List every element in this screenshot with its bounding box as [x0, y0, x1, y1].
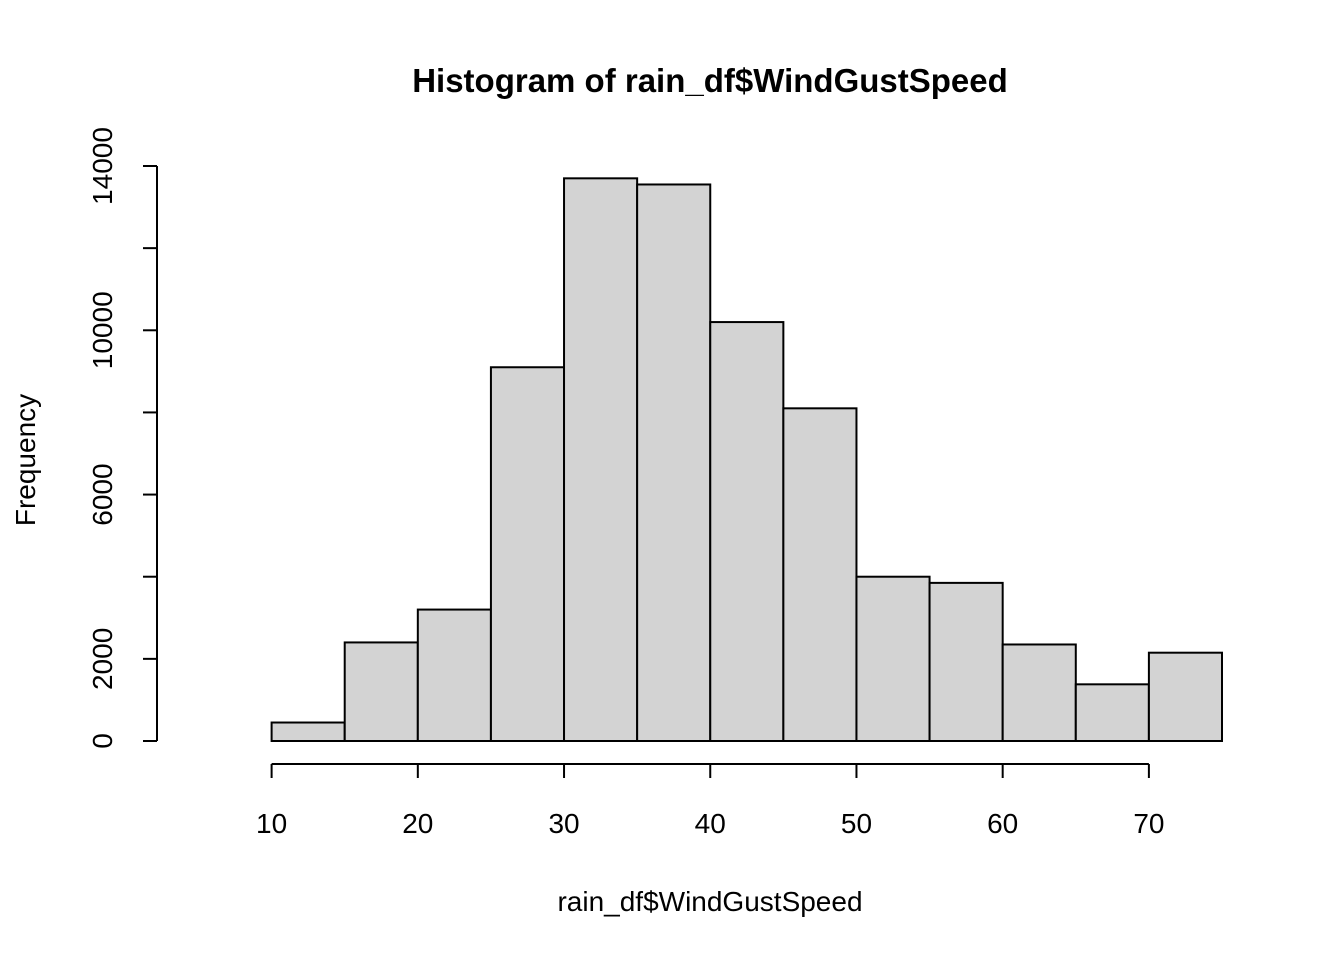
histogram-bar [709, 321, 785, 742]
histogram-bar [1001, 643, 1077, 742]
histogram-bar [1074, 683, 1150, 742]
histogram-bar [855, 575, 931, 743]
x-axis-label: rain_df$WindGustSpeed [557, 886, 862, 917]
y-tick-label: 6000 [87, 463, 118, 525]
x-tick-label: 50 [841, 808, 872, 839]
x-tick-label: 20 [402, 808, 433, 839]
x-tick-label: 10 [256, 808, 287, 839]
histogram-bar [416, 608, 492, 742]
histogram-bar [489, 366, 566, 742]
x-axis: 10 20 30 40 50 60 70 [256, 763, 1164, 839]
y-axis: 0 2000 6000 10000 14000 [87, 127, 158, 749]
histogram-bar [1147, 651, 1223, 742]
x-tick-label: 30 [548, 808, 579, 839]
chart-title: Histogram of rain_df$WindGustSpeed [412, 62, 1008, 99]
histogram-bar [928, 581, 1004, 742]
histogram-bar [270, 721, 346, 743]
x-tick-label: 60 [987, 808, 1018, 839]
x-tick-label: 70 [1133, 808, 1164, 839]
histogram-bar [782, 407, 858, 742]
y-axis-label: Frequency [10, 394, 41, 526]
y-tick-label: 2000 [87, 628, 118, 690]
y-tick-label: 10000 [87, 291, 118, 369]
histogram-bar [343, 641, 419, 743]
histogram-bar [636, 183, 712, 743]
bars-group [270, 177, 1223, 743]
histogram-bar [563, 177, 639, 743]
y-tick-label: 14000 [87, 127, 118, 205]
y-tick-label: 0 [87, 733, 118, 749]
x-tick-label: 40 [695, 808, 726, 839]
